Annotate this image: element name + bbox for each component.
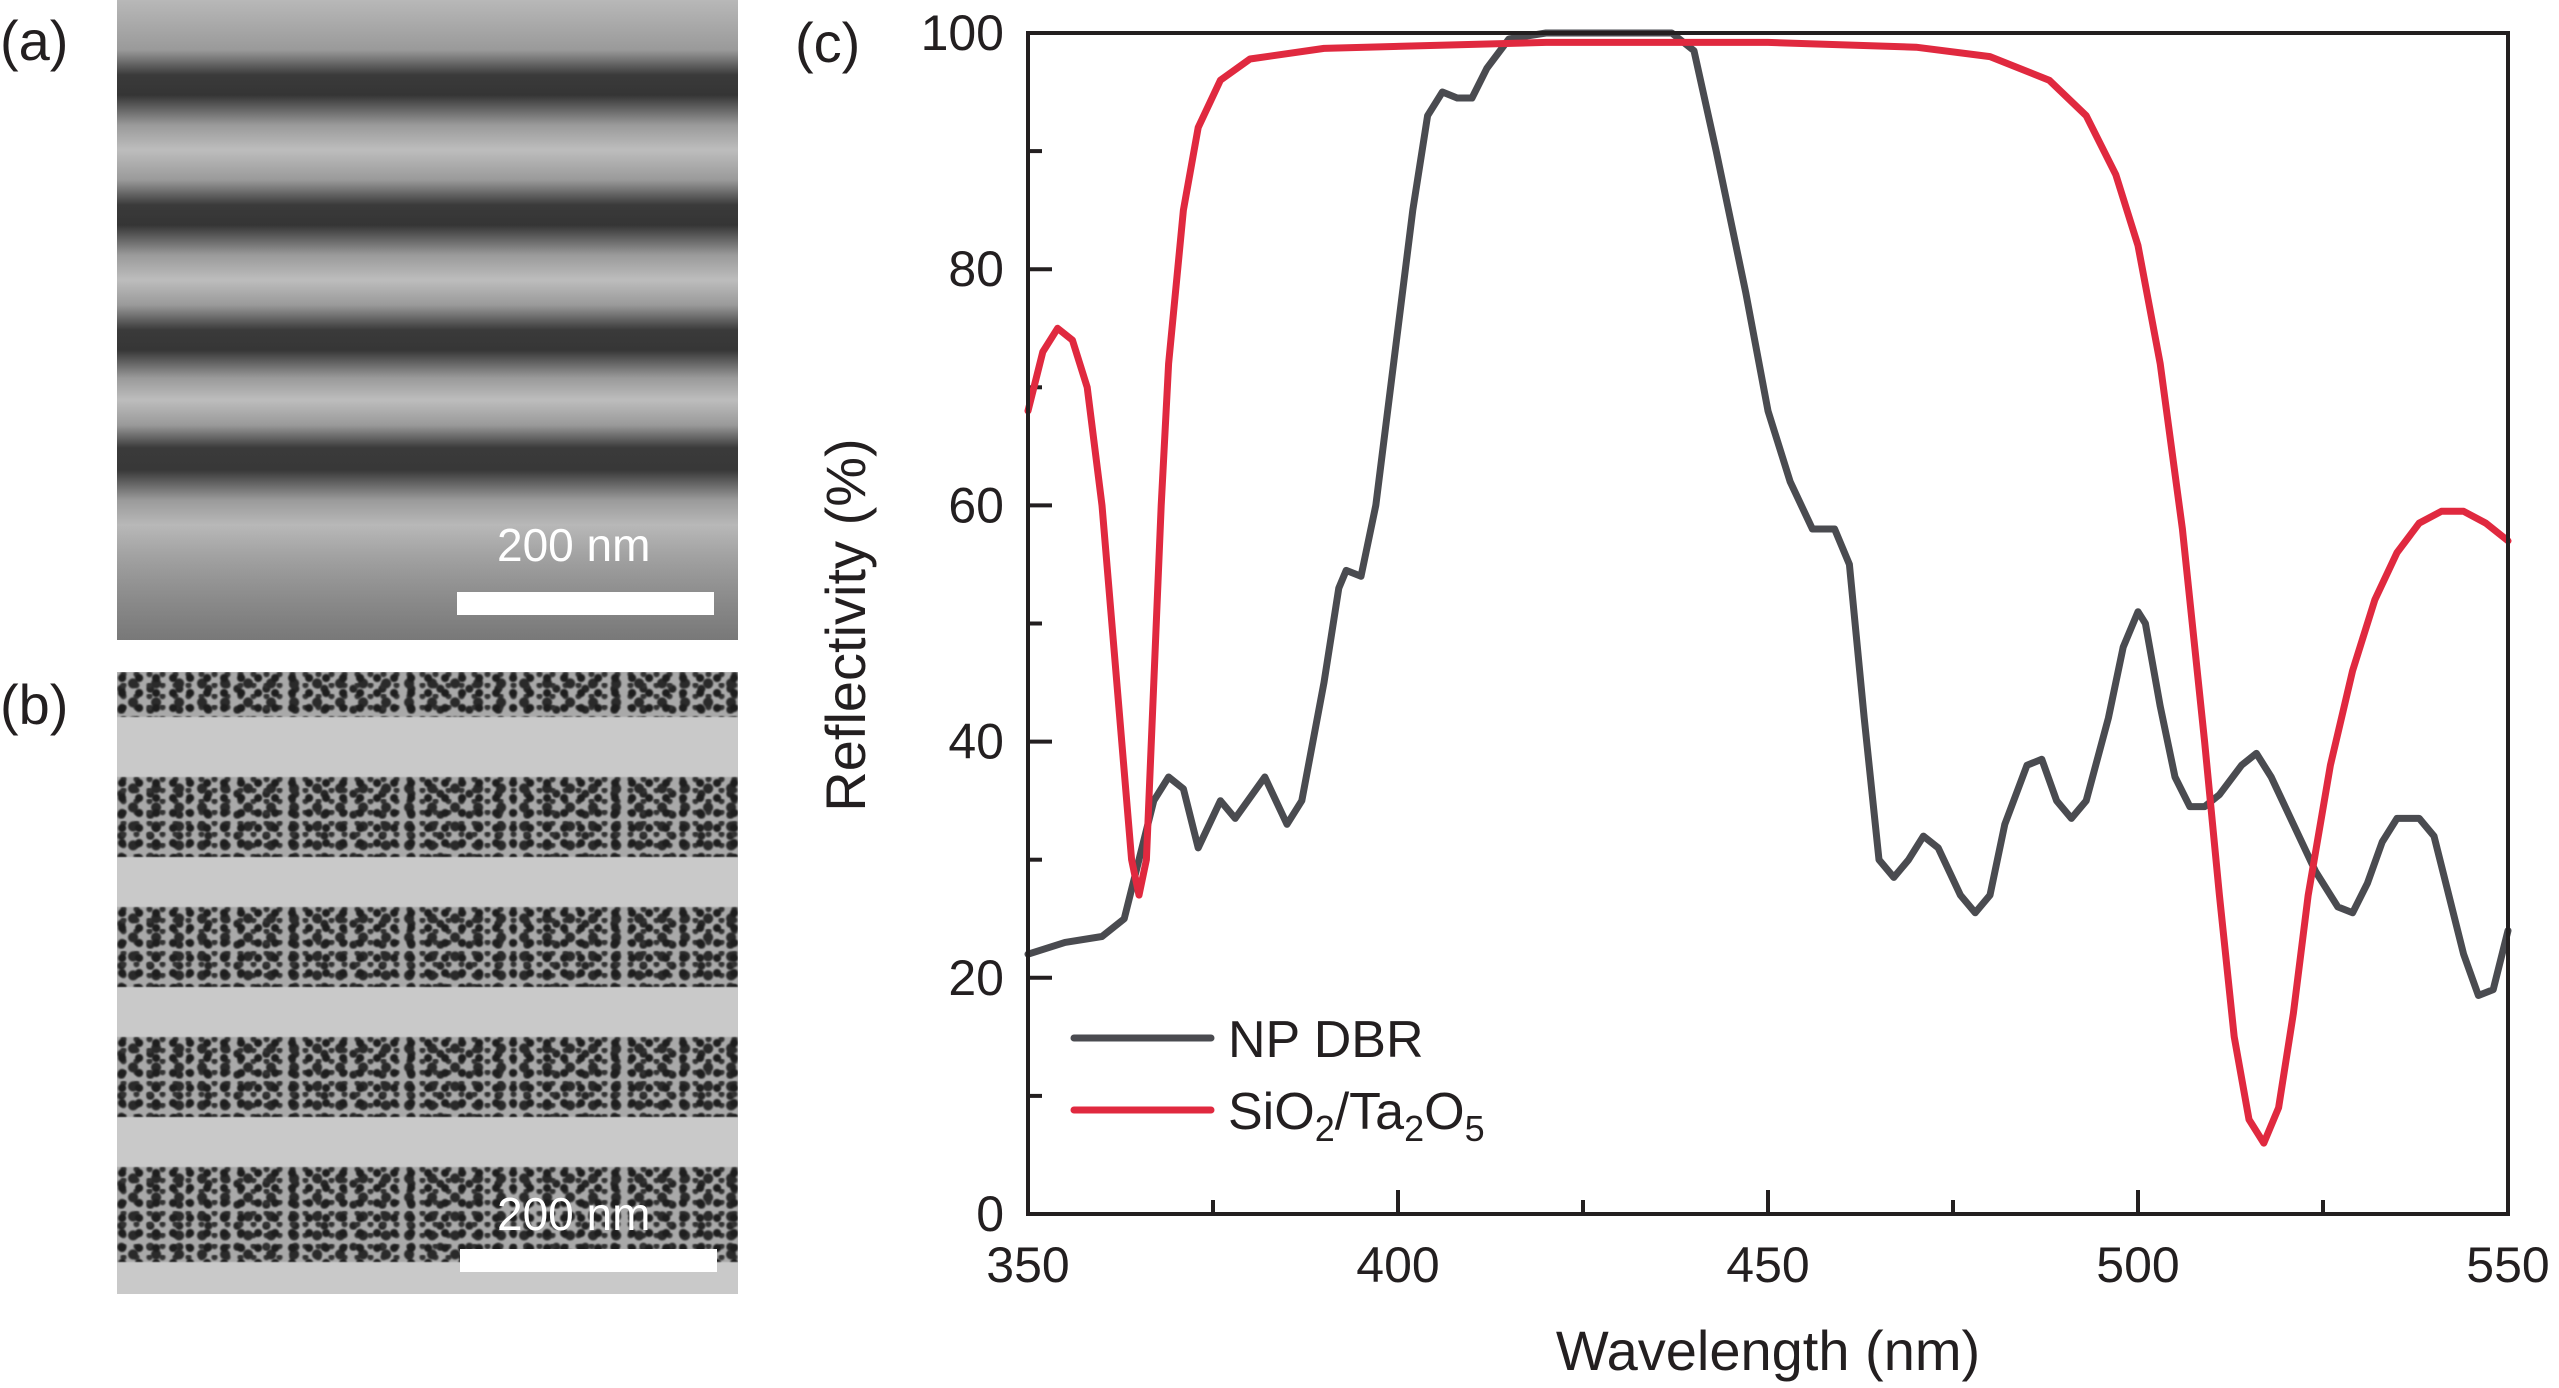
x-tick-label: 400 [1356, 1237, 1439, 1293]
y-tick-label: 80 [948, 241, 1004, 297]
y-tick-label: 0 [976, 1186, 1004, 1242]
np-layer [117, 907, 738, 987]
np-layer [117, 672, 738, 717]
np-layer [117, 777, 738, 857]
x-tick-label: 500 [2096, 1237, 2179, 1293]
tem-image-b: 200 nm [117, 672, 738, 1294]
tem-image-a: 200 nm [117, 0, 738, 640]
y-tick-label: 40 [948, 714, 1004, 770]
x-tick-label: 450 [1726, 1237, 1809, 1293]
scale-bar-b [460, 1249, 717, 1272]
scale-bar-label-b: 200 nm [497, 1188, 651, 1240]
legend-label: SiO2/Ta2O5 [1228, 1083, 1485, 1149]
np-layer [117, 1167, 738, 1262]
series-line-sio2-ta2o5 [1024, 38, 2512, 1147]
plot-frame [1026, 31, 2510, 1216]
panel-b-label: (b) [0, 673, 69, 736]
series-line-np-dbr [1024, 29, 2512, 999]
legend-label: NP DBR [1228, 1011, 1424, 1069]
x-axis-title: Wavelength (nm) [1556, 1319, 1980, 1382]
x-tick-label: 350 [986, 1237, 1069, 1293]
panel-a-label: (a) [0, 9, 69, 72]
panel-c-label: (c) [795, 11, 860, 74]
y-tick-label: 100 [921, 5, 1004, 61]
np-layer [117, 1037, 738, 1117]
y-axis-title: Reflectivity (%) [814, 438, 877, 811]
scale-bar-a [457, 592, 714, 615]
scale-bar-label-a: 200 nm [497, 519, 651, 571]
x-tick-label: 550 [2466, 1237, 2549, 1293]
y-tick-label: 20 [948, 950, 1004, 1006]
y-tick-label: 60 [948, 477, 1004, 533]
